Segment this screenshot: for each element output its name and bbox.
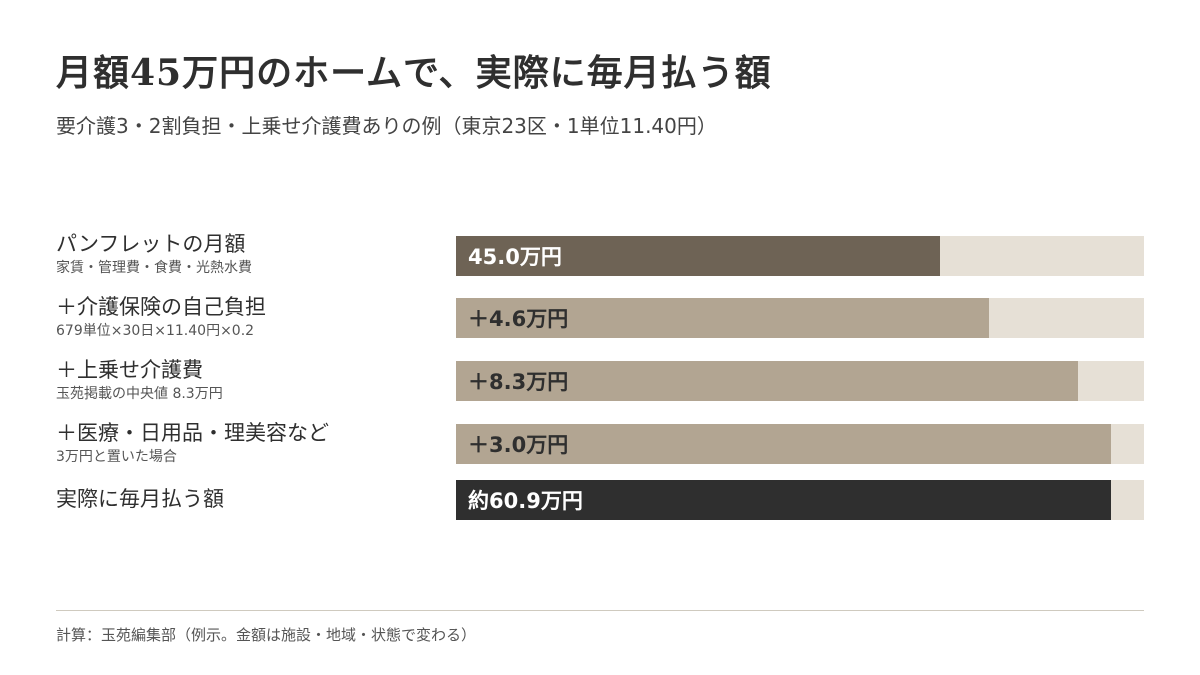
page-subtitle: 要介護3・2割負担・上乗せ介護費ありの例（東京23区・1単位11.40円） xyxy=(56,114,717,138)
row-note-text: 玉苑掲載の中央値 8.3万円 xyxy=(56,386,223,402)
bar-base: 45.0万円 xyxy=(456,236,940,276)
footer-note: 計算：玉苑編集部（例示。金額は施設・地域・状態で変わる） xyxy=(56,626,477,644)
page-title: 月額45万円のホームで、実際に毎月払う額 xyxy=(56,52,772,94)
bar-track: 約60.9万円 xyxy=(456,480,1144,520)
bar-value-label: ＋4.6万円 xyxy=(468,307,569,331)
row-label-text: ＋介護保険の自己負担 xyxy=(56,295,266,319)
row-label-care-copay: ＋介護保険の自己負担 679単位×30日×11.40円×0.2 xyxy=(56,294,436,341)
row-label-text: ＋上乗せ介護費 xyxy=(56,358,203,382)
bar-total: 約60.9万円 xyxy=(456,480,1111,520)
row-label-text: 実際に毎月払う額 xyxy=(56,487,224,511)
row-label-text: ＋医療・日用品・理美容など xyxy=(56,421,329,445)
row-label-base: パンフレットの月額 家賃・管理費・食費・光熱水費 xyxy=(56,231,436,278)
row-note-text: 3万円と置いた場合 xyxy=(56,449,177,465)
bar-value-label: ＋8.3万円 xyxy=(468,370,569,394)
bar-track: ＋8.3万円 xyxy=(456,361,1144,401)
bar-value-label: ＋3.0万円 xyxy=(468,433,569,457)
row-note-text: 家賃・管理費・食費・光熱水費 xyxy=(56,260,252,276)
bar-value-label: 45.0万円 xyxy=(468,245,562,269)
bar-track: 45.0万円 xyxy=(456,236,1144,276)
bar-misc: ＋3.0万円 xyxy=(456,424,1111,464)
bar-track: ＋4.6万円 xyxy=(456,298,1144,338)
footer-divider xyxy=(56,610,1144,611)
bar-care-copay: ＋4.6万円 xyxy=(456,298,990,338)
row-label-text: パンフレットの月額 xyxy=(56,232,246,256)
row-note-text: 679単位×30日×11.40円×0.2 xyxy=(56,323,255,339)
row-label-misc: ＋医療・日用品・理美容など 3万円と置いた場合 xyxy=(56,420,436,467)
bar-value-label: 約60.9万円 xyxy=(468,489,583,513)
bar-track: ＋3.0万円 xyxy=(456,424,1144,464)
row-label-total: 実際に毎月払う額 xyxy=(56,486,436,512)
row-label-extra-care: ＋上乗せ介護費 玉苑掲載の中央値 8.3万円 xyxy=(56,357,436,404)
bar-extra-care: ＋8.3万円 xyxy=(456,361,1079,401)
